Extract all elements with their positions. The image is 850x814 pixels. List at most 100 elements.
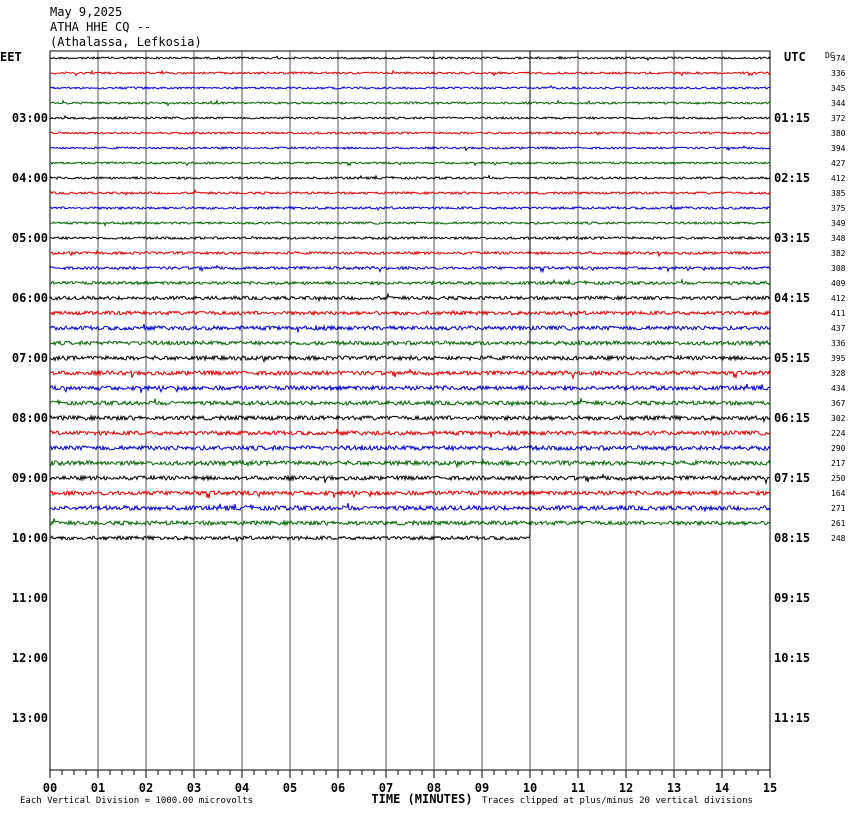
trace-line <box>49 85 771 91</box>
left-hour-label: 07:00 <box>12 351 48 365</box>
trace-line <box>49 458 771 469</box>
trace-line <box>49 292 771 303</box>
dc-offset-label: 434 <box>831 384 846 393</box>
trace-line <box>49 309 771 318</box>
trace-line <box>49 220 771 227</box>
right-hour-label: 01:15 <box>774 111 810 125</box>
footer-scale-note: Each Vertical Division = 1000.00 microvo… <box>20 796 253 806</box>
trace-line <box>49 383 771 394</box>
x-tick-label: 06 <box>331 781 345 795</box>
trace-line <box>49 98 771 107</box>
dc-offset-label: 302 <box>831 414 846 423</box>
dc-offset-label: 409 <box>831 279 846 288</box>
left-hour-label: 13:00 <box>12 711 48 725</box>
dc-offset-label: 348 <box>831 234 846 243</box>
right-hour-label: 09:15 <box>774 591 810 605</box>
trace-line <box>49 55 771 62</box>
right-timezone-label: UTC <box>784 50 806 64</box>
dc-offset-label: 427 <box>831 159 846 168</box>
dc-offset-label: 336 <box>831 69 846 78</box>
dc-offset-label: 380 <box>831 129 846 138</box>
trace-line <box>49 204 771 212</box>
dc-offset-label: 344 <box>831 99 846 108</box>
trace-line <box>49 518 771 527</box>
left-hour-label: 05:00 <box>12 231 48 245</box>
right-hour-label: 04:15 <box>774 291 810 305</box>
dc-offset-label: 345 <box>831 84 846 93</box>
dc-offset-label: 412 <box>831 174 846 183</box>
trace-line <box>49 189 771 196</box>
right-hour-label: 06:15 <box>774 411 810 425</box>
trace-line <box>49 161 771 167</box>
left-hour-label: 09:00 <box>12 471 48 485</box>
x-tick-label: 14 <box>715 781 729 795</box>
trace-line <box>49 264 771 274</box>
dc-offset-label: 336 <box>831 339 846 348</box>
right-hour-label: 02:15 <box>774 171 810 185</box>
dc-offset-label: 250 <box>831 474 846 483</box>
right-hour-label: 03:15 <box>774 231 810 245</box>
right-hour-label: 08:15 <box>774 531 810 545</box>
header-date: May 9,2025 <box>50 5 123 19</box>
trace-line <box>49 174 771 181</box>
footer-clip-note: Traces clipped at plus/minus 20 vertical… <box>482 796 753 806</box>
x-tick-label: 03 <box>187 781 201 795</box>
x-tick-label: 07 <box>379 781 393 795</box>
left-hour-label: 10:00 <box>12 531 48 545</box>
x-axis-title: TIME (MINUTES) <box>371 792 472 806</box>
right-hour-label: 07:15 <box>774 471 810 485</box>
x-tick-label: 08 <box>427 781 441 795</box>
dc-offset-label: 248 <box>831 534 846 543</box>
left-hour-label: 04:00 <box>12 171 48 185</box>
header-location: (Athalassa, Lefkosia) <box>50 35 202 49</box>
dc-offset-label: 290 <box>831 444 846 453</box>
trace-line <box>49 277 771 286</box>
dc-offset-label: 271 <box>831 504 846 513</box>
dc-offset-label: 412 <box>831 294 846 303</box>
x-tick-label: 13 <box>667 781 681 795</box>
trace-line <box>49 414 771 424</box>
left-timezone-label: EET <box>0 50 22 64</box>
dc-offset-label: 437 <box>831 324 846 333</box>
trace-line <box>49 339 771 348</box>
dc-offset-label: 164 <box>831 489 846 498</box>
trace-line <box>49 249 770 258</box>
dc-offset-label: 375 <box>831 204 846 213</box>
dc-offset-label: 411 <box>831 309 846 318</box>
trace-line <box>49 51 531 543</box>
trace-line <box>49 368 771 381</box>
trace-line <box>49 428 771 438</box>
dc-offset-label: 394 <box>831 144 846 153</box>
x-tick-label: 11 <box>571 781 585 795</box>
dc-offset-label: 385 <box>831 189 846 198</box>
left-hour-label: 03:00 <box>12 111 48 125</box>
dc-offset-label: 367 <box>831 399 846 408</box>
trace-line <box>49 443 771 453</box>
plot-frame <box>49 50 771 771</box>
dc-offset-label: 261 <box>831 519 846 528</box>
left-hour-label: 11:00 <box>12 591 48 605</box>
x-tick-label: 15 <box>763 781 777 795</box>
x-tick-label: 05 <box>283 781 297 795</box>
header-station: ATHA HHE CQ -- <box>50 20 152 34</box>
dc-offset-label: 308 <box>831 264 846 273</box>
right-hour-label: 05:15 <box>774 351 810 365</box>
x-tick-label: 04 <box>235 781 249 795</box>
right-hour-label: 10:15 <box>774 651 810 665</box>
dc-offset-label: 328 <box>831 369 846 378</box>
trace-line <box>49 398 771 407</box>
dc-offset-label: 372 <box>831 114 846 123</box>
trace-line <box>49 473 771 486</box>
dc-offset-label: 374 <box>831 54 846 63</box>
x-tick-label: 02 <box>139 781 153 795</box>
dc-offset-label: 224 <box>831 429 846 438</box>
trace-line <box>49 353 771 364</box>
trace-line <box>49 503 771 512</box>
left-hour-label: 08:00 <box>12 411 48 425</box>
x-tick-label: 01 <box>91 781 105 795</box>
x-tick-label: 00 <box>43 781 57 795</box>
trace-line <box>49 145 771 152</box>
dc-offset-label: 349 <box>831 219 846 228</box>
dc-offset-label: 217 <box>831 459 846 468</box>
